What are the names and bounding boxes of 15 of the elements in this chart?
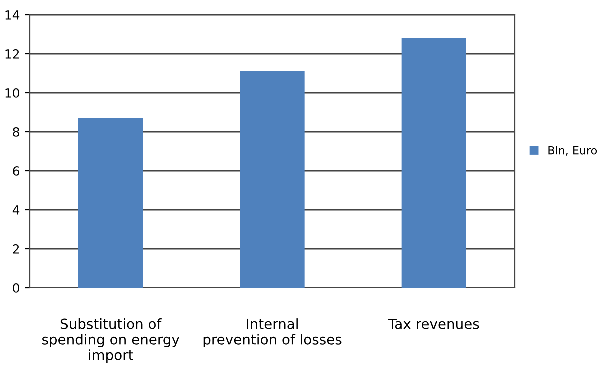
x-tick-label: Tax revenues	[388, 318, 480, 330]
y-tick-label: 4	[12, 206, 20, 215]
y-tick-label: 12	[6, 49, 20, 59]
x-tick-label: Internal prevention of losses	[204, 318, 342, 348]
y-tick-label: 0	[13, 283, 20, 293]
bar	[402, 38, 466, 288]
y-tick-label: 8	[13, 127, 20, 137]
y-tick-label: 10	[6, 88, 20, 98]
y-tick-label: 2	[13, 244, 20, 254]
x-tick-label: Substitution of spending on energy import	[42, 318, 180, 364]
bar	[240, 72, 305, 288]
y-tick-label: 6	[13, 166, 20, 176]
legend-label: Bln, Euro	[548, 146, 598, 156]
y-tick-label: 14	[6, 10, 20, 20]
bar	[78, 118, 144, 288]
